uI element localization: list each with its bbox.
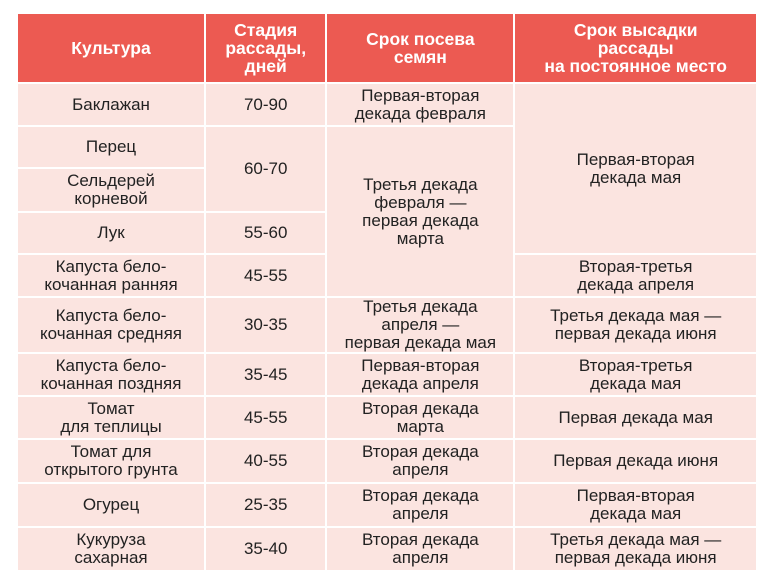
planting-cell: Третья декада мая — первая декада июня bbox=[515, 526, 756, 570]
culture-cell: Лук bbox=[18, 211, 207, 253]
table-row: Сельдерей корневой bbox=[18, 167, 756, 211]
planting-cell: Первая-вторая декада мая bbox=[515, 482, 756, 526]
planting-cell: Вторая-третья декада мая bbox=[515, 352, 756, 395]
sowing-cell: Первая-вторая декада февраля bbox=[327, 82, 516, 125]
days-cell: 35-45 bbox=[206, 352, 328, 395]
culture-cell: Кукуруза сахарная bbox=[18, 526, 207, 570]
planting-cell: Первая-вторая декада мая bbox=[515, 82, 756, 253]
days-cell: 30-35 bbox=[206, 296, 328, 352]
sowing-cell: Вторая декада марта bbox=[327, 395, 516, 438]
table-row: Капуста бело- кочанная поздняя 35-45 Пер… bbox=[18, 352, 756, 395]
header-planting-date: Срок высадки рассады на постоянное место bbox=[515, 14, 756, 82]
sowing-cell: Третья декада апреля — первая декада мая bbox=[327, 296, 516, 352]
days-cell: 40-55 bbox=[206, 438, 328, 482]
culture-cell: Капуста бело- кочанная поздняя bbox=[18, 352, 207, 395]
table-row: Томат для теплицы 45-55 Вторая декада ма… bbox=[18, 395, 756, 438]
table-row: Капуста бело- кочанная средняя 30-35 Тре… bbox=[18, 296, 756, 352]
sowing-cell: Третья декада февраля — первая декада ма… bbox=[327, 125, 516, 296]
culture-cell: Капуста бело- кочанная средняя bbox=[18, 296, 207, 352]
culture-cell: Томат для открытого грунта bbox=[18, 438, 207, 482]
table-row: Капуста бело- кочанная ранняя 45-55 Втор… bbox=[18, 253, 756, 296]
sowing-cell: Вторая декада апреля bbox=[327, 526, 516, 570]
days-cell: 45-55 bbox=[206, 253, 328, 296]
header-stage-days: Стадия рассады, дней bbox=[206, 14, 328, 82]
planting-cell: Вторая-третья декада апреля bbox=[515, 253, 756, 296]
planting-cell: Первая декада мая bbox=[515, 395, 756, 438]
days-cell: 25-35 bbox=[206, 482, 328, 526]
table-row: Перец 60-70 Третья декада февраля — перв… bbox=[18, 125, 756, 296]
culture-cell: Баклажан bbox=[18, 82, 207, 125]
header-culture: Культура bbox=[18, 14, 207, 82]
seedling-table: Культура Стадия рассады, дней Срок посев… bbox=[18, 14, 756, 570]
days-cell: 70-90 bbox=[206, 82, 328, 125]
sowing-cell: Первая-вторая декада апреля bbox=[327, 352, 516, 395]
culture-cell: Томат для теплицы bbox=[18, 395, 207, 438]
table-row: Огурец 25-35 Вторая декада апреля Первая… bbox=[18, 482, 756, 526]
days-cell: 35-40 bbox=[206, 526, 328, 570]
table-wrapper: Культура Стадия рассады, дней Срок посев… bbox=[18, 14, 756, 570]
culture-cell: Капуста бело- кочанная ранняя bbox=[18, 253, 207, 296]
culture-cell: Сельдерей корневой bbox=[18, 167, 207, 211]
culture-cell: Огурец bbox=[18, 482, 207, 526]
table-row: Томат для открытого грунта 40-55 Вторая … bbox=[18, 438, 756, 482]
planting-cell: Первая декада июня bbox=[515, 438, 756, 482]
table-row: Баклажан 70-90 Первая-вторая декада февр… bbox=[18, 82, 756, 253]
table-row: Кукуруза сахарная 35-40 Вторая декада ап… bbox=[18, 526, 756, 570]
days-cell: 45-55 bbox=[206, 395, 328, 438]
culture-cell: Перец bbox=[18, 125, 207, 167]
header-sowing-date: Срок посева семян bbox=[327, 14, 516, 82]
sowing-cell: Вторая декада апреля bbox=[327, 482, 516, 526]
sowing-cell: Вторая декада апреля bbox=[327, 438, 516, 482]
days-cell: 55-60 bbox=[206, 211, 328, 253]
planting-cell: Третья декада мая — первая декада июня bbox=[515, 296, 756, 352]
days-cell: 60-70 bbox=[206, 125, 328, 211]
header-row: Культура Стадия рассады, дней Срок посев… bbox=[18, 14, 756, 82]
table-row: Лук 55-60 bbox=[18, 211, 756, 253]
